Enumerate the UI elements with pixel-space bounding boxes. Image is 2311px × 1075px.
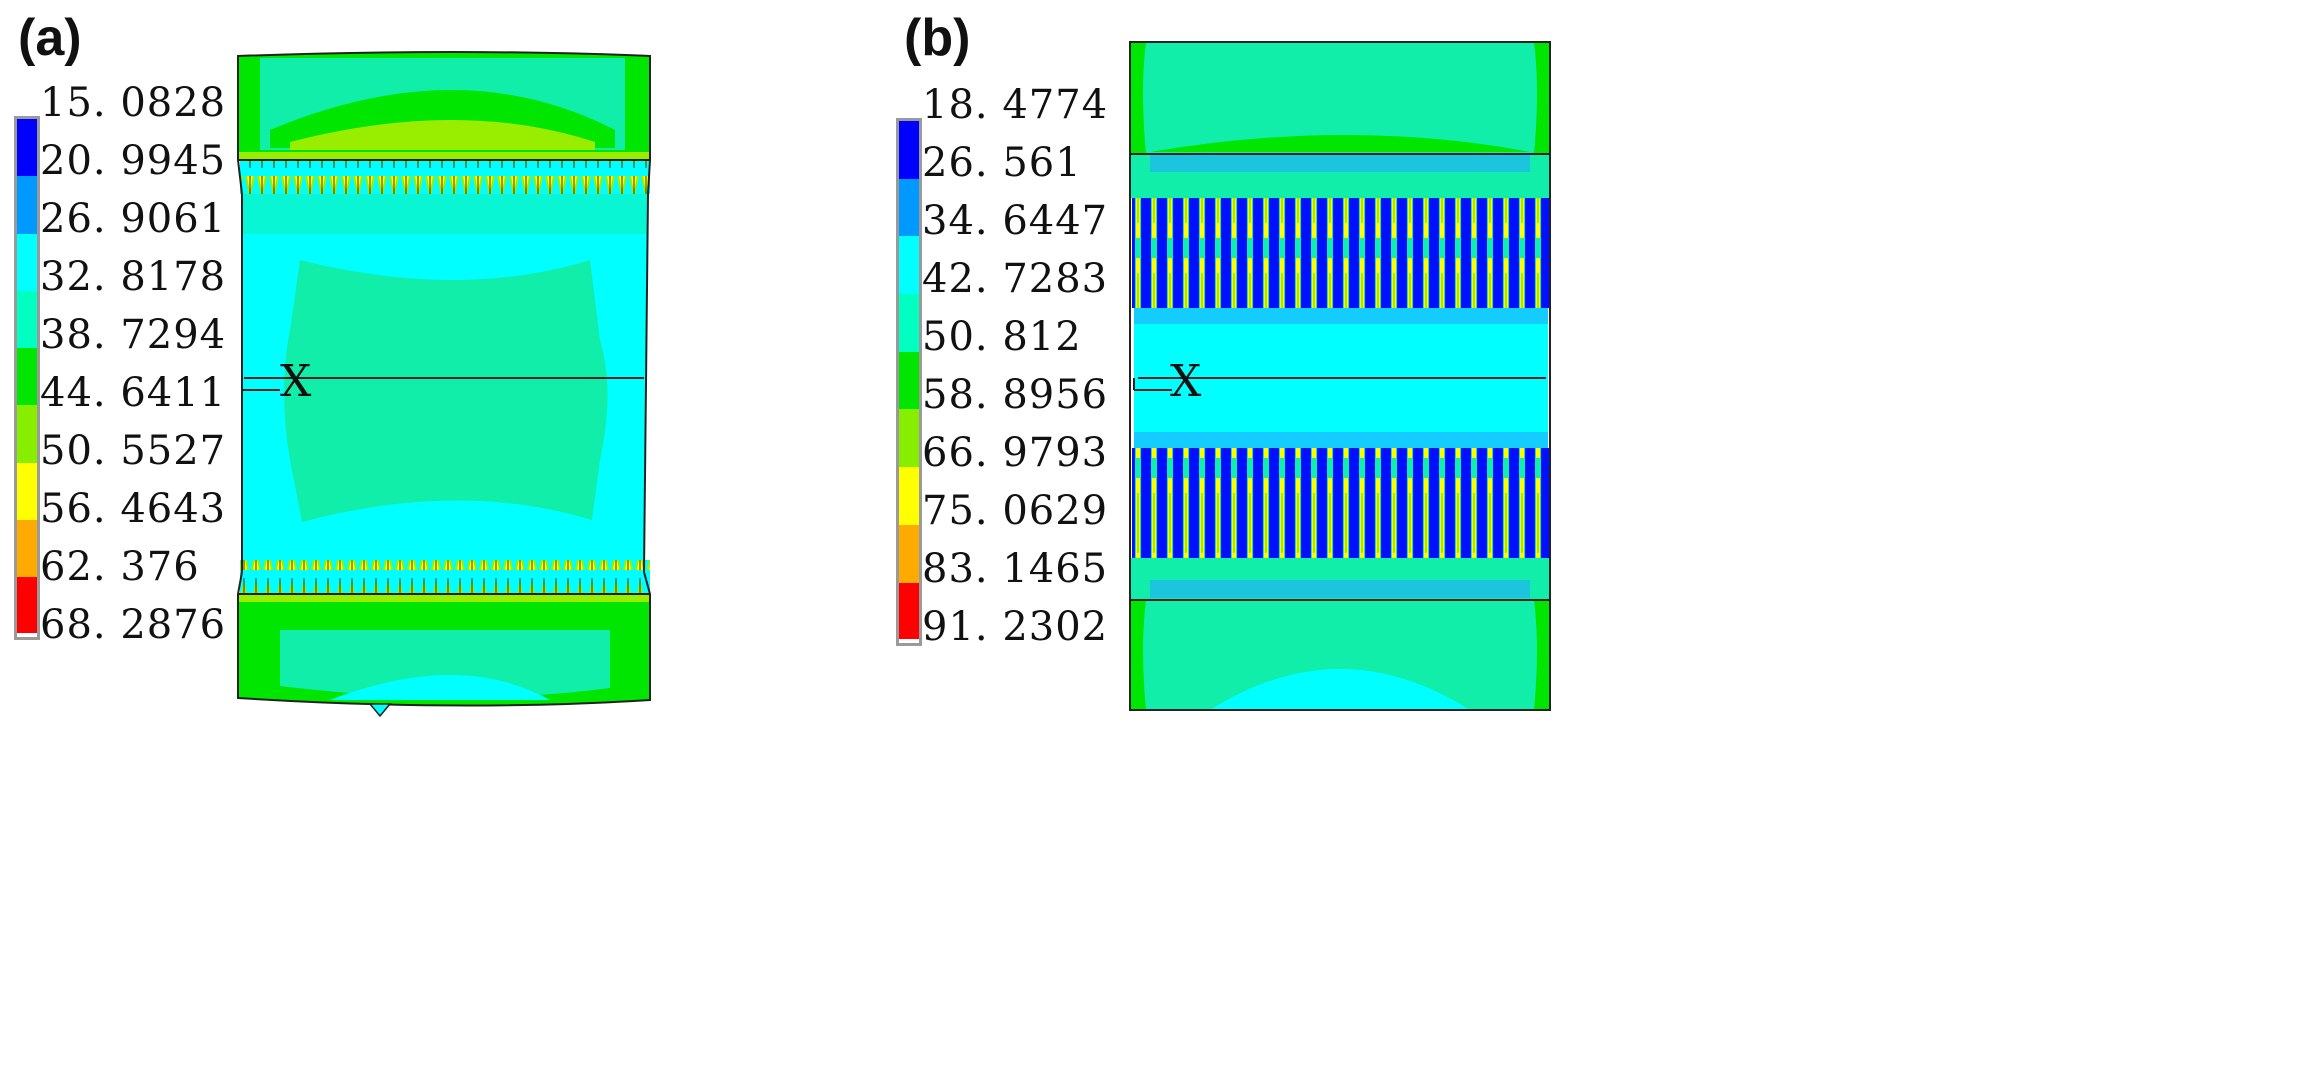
legend-swatch (899, 467, 919, 525)
legend-swatch (899, 236, 919, 295)
legend-value: 44. 6411 (40, 370, 227, 416)
legend-value: 50. 812 (922, 314, 1082, 360)
panel-a-label: (a) (18, 9, 82, 67)
legend-swatch (17, 290, 37, 349)
legend-value: 83. 1465 (922, 546, 1109, 592)
panel-b-label: (b) (904, 9, 971, 67)
legend-swatch (17, 520, 37, 578)
legend-value: 58. 8956 (922, 372, 1109, 418)
panel-b-color-legend (896, 118, 922, 646)
legend-value: 26. 561 (922, 140, 1082, 186)
legend-swatch (899, 582, 919, 639)
legend-swatch (17, 176, 37, 234)
legend-swatch (17, 462, 37, 521)
legend-swatch (17, 119, 37, 177)
panel-b-stress-contour (1129, 41, 1551, 711)
legend-value: 32. 8178 (40, 254, 227, 300)
legend-swatch (899, 178, 919, 237)
legend-value: 66. 9793 (922, 430, 1109, 476)
legend-swatch (17, 348, 37, 406)
legend-value: 34. 6447 (922, 198, 1109, 244)
legend-swatch (899, 524, 919, 583)
legend-swatch (899, 409, 919, 468)
legend-swatch (17, 577, 37, 634)
legend-value: 75. 0629 (922, 488, 1109, 534)
legend-value: 26. 9061 (40, 196, 227, 242)
legend-value: 91. 2302 (922, 604, 1109, 650)
panel-a-color-legend (14, 116, 40, 640)
legend-value: 68. 2876 (40, 602, 227, 648)
legend-value: 20. 9945 (40, 138, 227, 184)
legend-value: 56. 4643 (40, 486, 227, 532)
legend-value: 42. 7283 (922, 256, 1109, 302)
legend-swatch (17, 405, 37, 463)
panel-a-stress-contour (237, 51, 651, 718)
legend-value: 15. 0828 (40, 80, 227, 126)
panel-b-axis-label: X (1170, 356, 1203, 407)
legend-swatch (17, 233, 37, 291)
panel-a-axis-label: X (280, 356, 313, 407)
legend-value: 62. 376 (40, 544, 200, 590)
legend-value: 38. 7294 (40, 312, 227, 358)
legend-value: 50. 5527 (40, 428, 227, 474)
legend-value: 18. 4774 (922, 82, 1109, 128)
legend-swatch (899, 294, 919, 352)
legend-swatch (899, 121, 919, 179)
legend-swatch (899, 351, 919, 410)
